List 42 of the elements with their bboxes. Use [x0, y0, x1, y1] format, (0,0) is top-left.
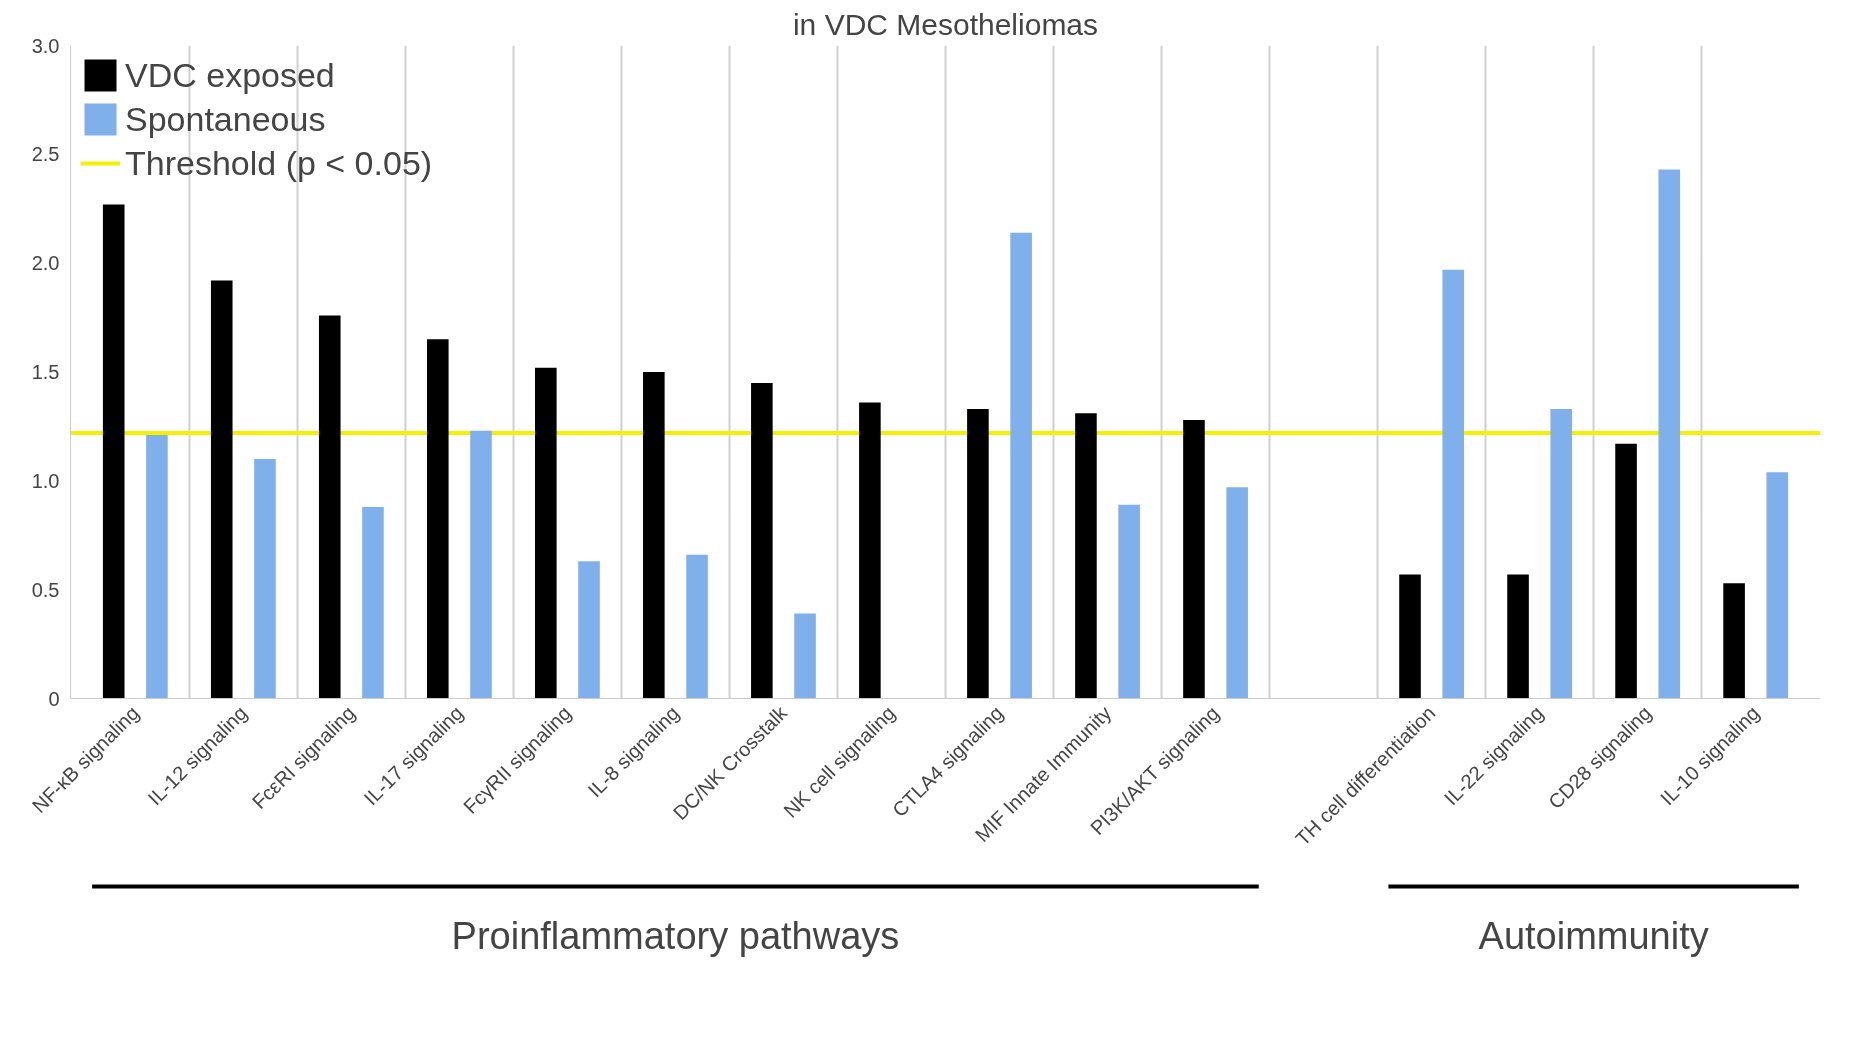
bar	[859, 402, 881, 699]
bar	[1399, 574, 1421, 699]
bar	[1615, 443, 1637, 699]
y-tick-label: 0	[48, 687, 60, 710]
chart-title: in VDC Mesotheliomas	[792, 7, 1099, 41]
bar	[1226, 487, 1248, 699]
bar	[643, 372, 665, 699]
bar	[967, 409, 989, 699]
bar	[1118, 504, 1140, 699]
bar	[146, 435, 168, 699]
bar	[318, 315, 341, 699]
bar	[1075, 413, 1097, 699]
bar	[362, 506, 384, 699]
bar	[1442, 269, 1465, 699]
bar	[1658, 169, 1681, 699]
bar	[794, 613, 816, 699]
y-tick-label: 2.0	[31, 252, 60, 275]
bar	[535, 367, 557, 699]
legend-label: Spontaneous	[125, 99, 326, 139]
bar	[1183, 419, 1205, 699]
y-tick-label: 2.5	[31, 143, 60, 166]
y-tick-label: 1.5	[31, 361, 60, 383]
bar	[210, 280, 233, 699]
bar	[254, 459, 276, 699]
legend-label: VDC exposed	[125, 55, 335, 95]
bar	[686, 554, 708, 699]
y-tick-label: 0.5	[31, 578, 60, 601]
text: Proinflammatory pathways	[451, 914, 900, 957]
bar	[751, 382, 773, 699]
bar	[470, 430, 492, 699]
bar	[1723, 583, 1745, 699]
y-tick-label: 1.0	[31, 469, 60, 492]
legend-label: Threshold (p < 0.05)	[125, 143, 433, 183]
y-tick-label: 3.0	[31, 34, 60, 57]
bar	[426, 339, 449, 699]
bar	[1766, 472, 1789, 699]
bar	[578, 561, 600, 699]
bar	[1507, 574, 1529, 699]
bar	[102, 204, 125, 699]
bar	[1010, 232, 1032, 699]
bar	[1550, 409, 1573, 699]
text: Autoimmunity	[1478, 914, 1709, 957]
